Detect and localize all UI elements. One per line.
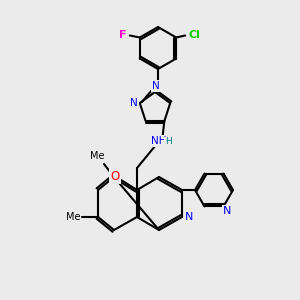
Text: Cl: Cl <box>188 29 200 40</box>
Text: Me: Me <box>66 212 80 222</box>
Text: H: H <box>165 137 172 146</box>
Text: N: N <box>185 212 193 222</box>
Text: N: N <box>223 206 232 217</box>
Text: F: F <box>119 29 127 40</box>
Text: O: O <box>110 169 120 182</box>
Text: Me: Me <box>90 151 104 161</box>
Text: N: N <box>152 81 160 91</box>
Text: N: N <box>130 98 138 108</box>
Text: NH: NH <box>151 136 166 146</box>
